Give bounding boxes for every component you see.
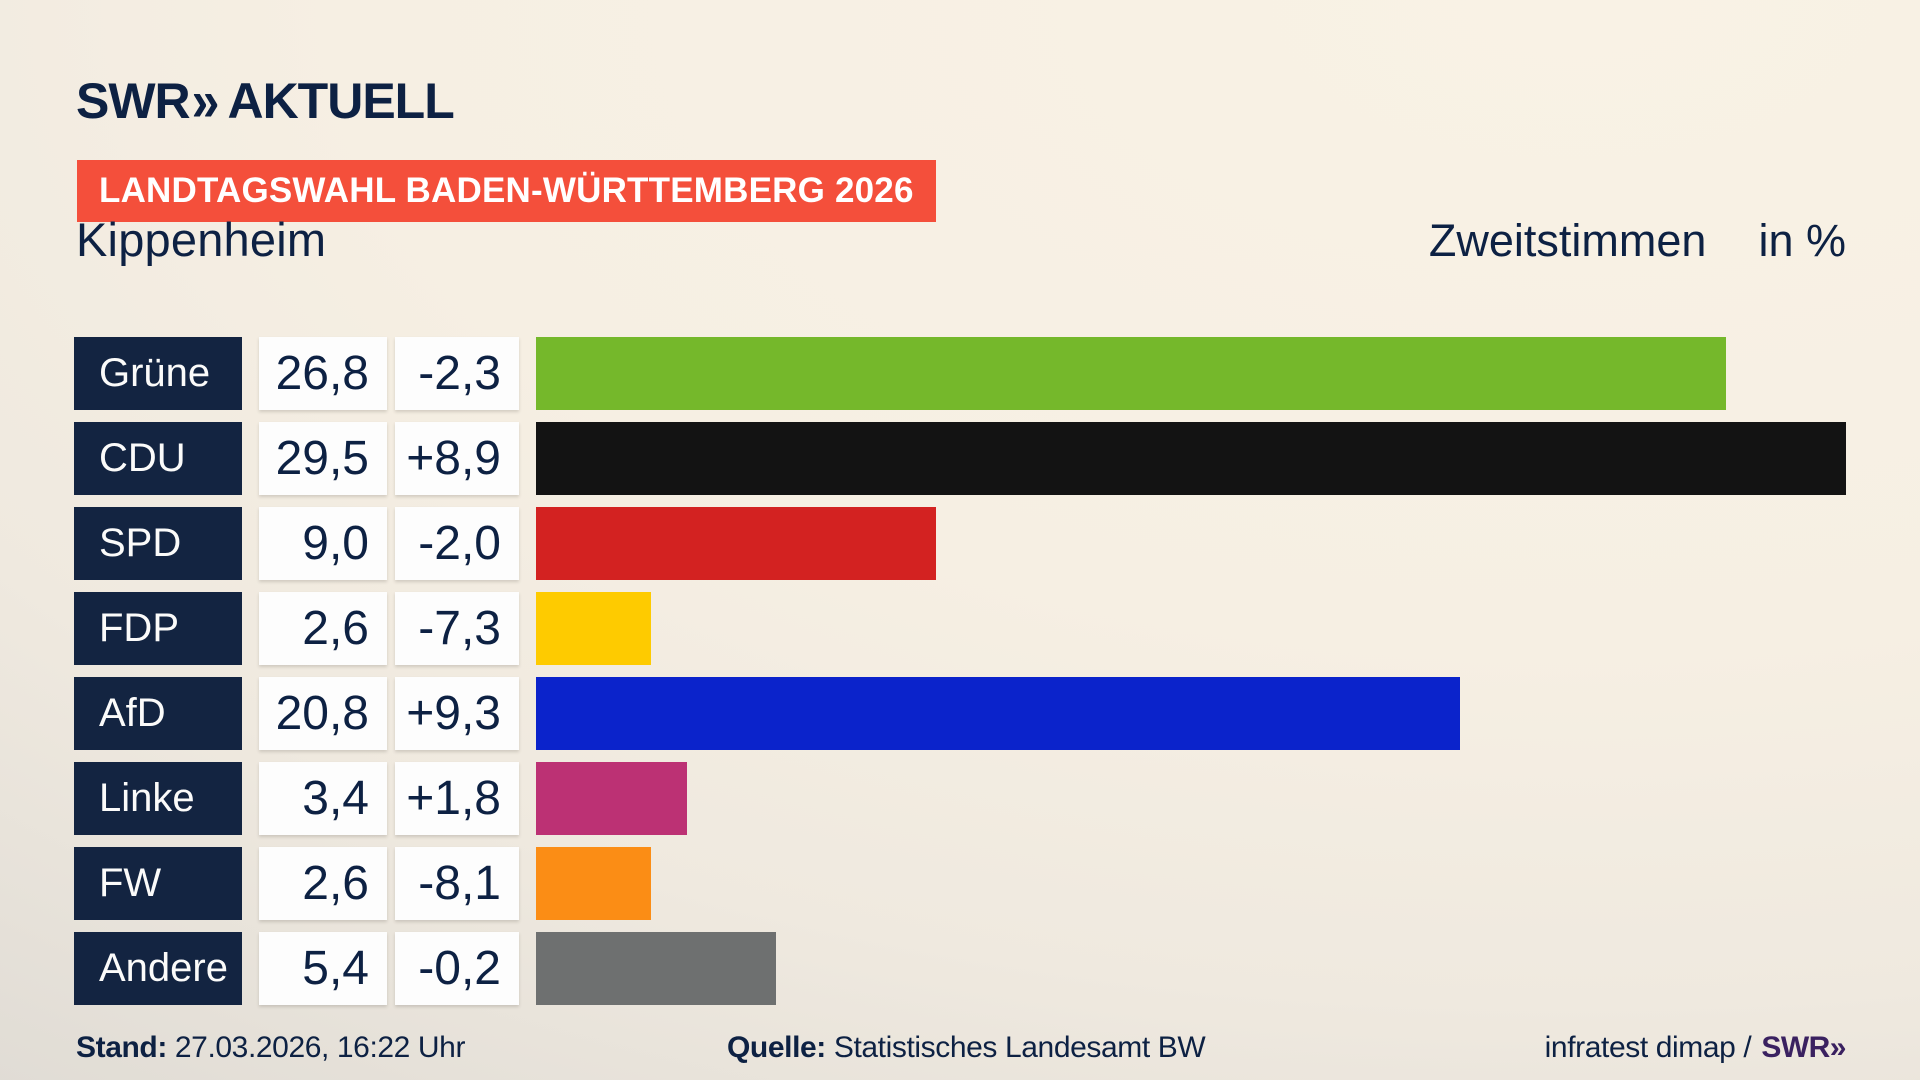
change-value: +8,9 — [395, 422, 519, 495]
bar-fill — [536, 507, 936, 580]
quelle-value: Statistisches Landesamt BW — [833, 1031, 1206, 1064]
vote-type-wrap: Zweitstimmen in % — [1429, 215, 1846, 267]
credit-info: infratest dimap / SWR» — [1544, 1031, 1847, 1065]
table-row: SPD 9,0 -2,0 — [74, 507, 1846, 580]
source-info: Quelle: Statistisches Landesamt BW — [727, 1031, 1206, 1065]
bar-fill — [536, 762, 687, 835]
bar-track — [536, 677, 1846, 750]
table-row: Linke 3,4 +1,8 — [74, 762, 1846, 835]
change-value: +9,3 — [395, 677, 519, 750]
bar-fill — [536, 592, 652, 665]
stand-value: 27.03.2026, 16:22 Uhr — [174, 1031, 466, 1064]
change-value: -8,1 — [395, 847, 519, 920]
party-label: FW — [74, 847, 242, 920]
subheader: Kippenheim Zweitstimmen in % — [76, 212, 1846, 267]
unit-label: in % — [1758, 215, 1846, 266]
election-title-banner: LANDTAGSWAHL BADEN-WÜRTTEMBERG 2026 — [77, 160, 936, 222]
credit-text: infratest dimap / — [1544, 1031, 1752, 1064]
bar-track — [536, 762, 1846, 835]
bar-fill — [536, 337, 1727, 410]
swr-aktuell-logo: SWR » AKTUELL — [76, 69, 455, 133]
result-value: 26,8 — [259, 337, 387, 410]
result-value: 29,5 — [259, 422, 387, 495]
swr-logo-text: SWR — [76, 73, 191, 129]
party-label: FDP — [74, 592, 242, 665]
swr-footer-logo: SWR» — [1761, 1031, 1846, 1064]
footer: Stand: 27.03.2026, 16:22 Uhr Quelle: Sta… — [76, 1024, 1846, 1072]
bar-track — [536, 847, 1846, 920]
aktuell-logo-text: AKTUELL — [227, 73, 454, 129]
municipality-name: Kippenheim — [76, 213, 327, 266]
bar-track — [536, 507, 1846, 580]
change-value: -7,3 — [395, 592, 519, 665]
stand-info: Stand: 27.03.2026, 16:22 Uhr — [76, 1031, 465, 1065]
change-value: -0,2 — [395, 932, 519, 1005]
bar-track — [536, 337, 1846, 410]
bar-fill — [536, 422, 1846, 495]
bar-track — [536, 592, 1846, 665]
party-label: Grüne — [74, 337, 242, 410]
party-label: CDU — [74, 422, 242, 495]
change-value: +1,8 — [395, 762, 519, 835]
party-label: Linke — [74, 762, 242, 835]
bar-track — [536, 932, 1846, 1005]
table-row: AfD 20,8 +9,3 — [74, 677, 1846, 750]
double-chevron-icon: » — [191, 68, 220, 134]
change-value: -2,0 — [395, 507, 519, 580]
stand-label: Stand: — [76, 1031, 167, 1064]
bar-fill — [536, 677, 1460, 750]
result-value: 20,8 — [259, 677, 387, 750]
bar-fill — [536, 932, 776, 1005]
party-label: AfD — [74, 677, 242, 750]
bar-track — [536, 422, 1846, 495]
change-value: -2,3 — [395, 337, 519, 410]
table-row: FDP 2,6 -7,3 — [74, 592, 1846, 665]
result-value: 2,6 — [259, 592, 387, 665]
bar-fill — [536, 847, 652, 920]
result-value: 9,0 — [259, 507, 387, 580]
result-value: 3,4 — [259, 762, 387, 835]
table-row: Grüne 26,8 -2,3 — [74, 337, 1846, 410]
table-row: Andere 5,4 -0,2 — [74, 932, 1846, 1005]
party-label: Andere — [74, 932, 242, 1005]
vote-type-label: Zweitstimmen — [1428, 215, 1707, 266]
quelle-label: Quelle: — [727, 1031, 826, 1064]
party-label: SPD — [74, 507, 242, 580]
table-row: FW 2,6 -8,1 — [74, 847, 1846, 920]
result-value: 2,6 — [259, 847, 387, 920]
result-value: 5,4 — [259, 932, 387, 1005]
table-row: CDU 29,5 +8,9 — [74, 422, 1846, 495]
results-bar-chart: Grüne 26,8 -2,3 CDU 29,5 +8,9 SPD 9,0 -2… — [74, 337, 1846, 1005]
